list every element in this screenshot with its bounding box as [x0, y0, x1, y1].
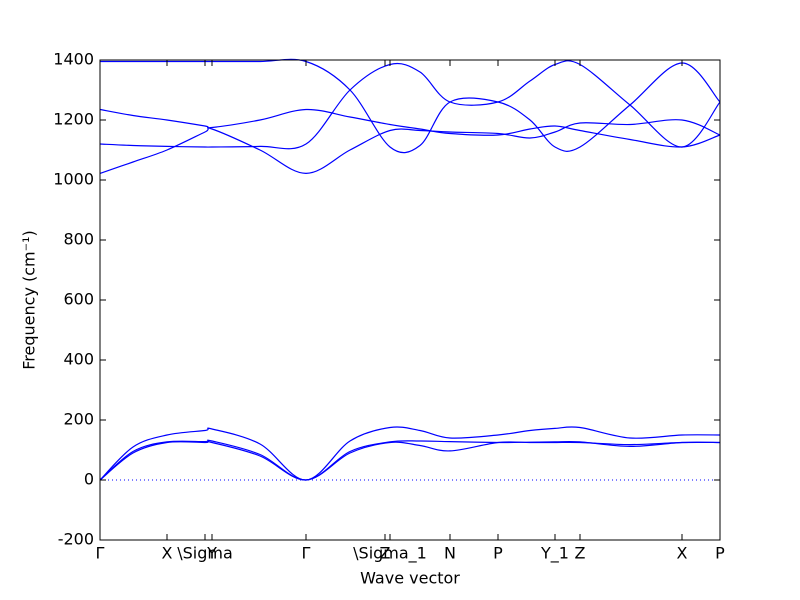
band-line	[99, 439, 721, 481]
x-tick-label: X	[677, 544, 688, 563]
y-tick-label: -200	[58, 530, 94, 549]
x-axis-label: Wave vector	[360, 569, 460, 588]
band-line	[99, 108, 721, 148]
x-tick-label: Y_1	[540, 544, 569, 564]
x-tick-label: Γ	[302, 544, 311, 563]
y-tick-label: 1200	[53, 110, 94, 129]
y-tick-label: 0	[84, 470, 94, 489]
y-tick-label: 200	[63, 410, 94, 429]
band-line	[99, 58, 721, 154]
plot-frame	[99, 59, 721, 541]
x-tick-label: Y	[206, 544, 217, 563]
x-tick-label: Γ	[96, 544, 105, 563]
x-tick-label: \Sigma	[177, 544, 233, 563]
y-tick-label: 1400	[53, 50, 94, 69]
y-tick-label: 400	[63, 350, 94, 369]
y-tick-label: 600	[63, 290, 94, 309]
band-line	[99, 440, 721, 481]
y-axis-label: Frequency (cm⁻¹)	[20, 230, 39, 369]
x-tick-label: \Sigma_1	[353, 544, 427, 564]
y-tick-label: 1000	[53, 170, 94, 189]
x-tick-label: P	[715, 544, 725, 563]
band-line	[99, 60, 721, 150]
x-tick-label: N	[444, 544, 456, 563]
x-tick-label: Z	[380, 544, 391, 563]
band-line	[99, 426, 721, 481]
x-tick-label: P	[493, 544, 503, 563]
x-tick-label: Z	[575, 544, 586, 563]
band-line	[99, 119, 721, 175]
y-tick-label: 800	[63, 230, 94, 249]
x-tick-label: X	[162, 544, 173, 563]
